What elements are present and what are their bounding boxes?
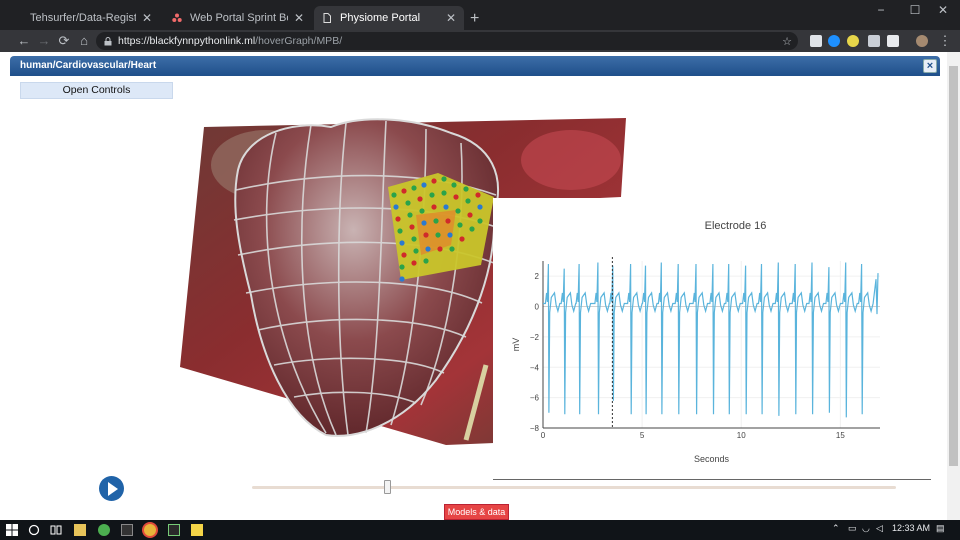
app-icon[interactable] <box>98 524 110 536</box>
electrode-chart-panel: Electrode 16 Seconds mV 0 5 10 15 2 0 −2 −4 −6 −8 <box>493 198 938 480</box>
chrome-icon[interactable] <box>144 524 156 536</box>
url-path: /hoverGraph/MPB/ <box>255 35 343 47</box>
open-controls-button[interactable]: Open Controls <box>20 82 173 99</box>
search-icon[interactable] <box>28 524 40 536</box>
notifications-icon[interactable]: ▤ <box>936 523 945 533</box>
close-icon[interactable]: ✕ <box>293 11 304 25</box>
dialog-title: human/Cardiovascular/Heart <box>20 60 157 71</box>
terminal-icon[interactable] <box>121 524 133 536</box>
y-tick-label: −4 <box>530 363 540 372</box>
extension-icon[interactable] <box>828 35 840 47</box>
chart-divider <box>493 479 931 480</box>
y-tick-label: 0 <box>535 303 540 312</box>
y-tick-label: 2 <box>535 272 540 281</box>
tab-sprint-board[interactable]: Web Portal Sprint Board - Create ✕ <box>164 6 312 30</box>
chevron-up-icon[interactable]: ⌃ <box>832 523 840 533</box>
bookmark-star-icon[interactable]: ☆ <box>782 35 792 48</box>
extension-icon[interactable] <box>810 35 822 47</box>
volume-icon[interactable]: ◁ <box>876 523 883 533</box>
avatar[interactable] <box>916 35 928 47</box>
tab-title: Physiome Portal <box>340 12 421 24</box>
tab-title: Web Portal Sprint Board - Create <box>190 12 288 24</box>
reload-button[interactable]: ⟳ <box>58 33 70 48</box>
signal-trace-line <box>543 262 879 418</box>
clock[interactable]: 12:33 AM <box>892 523 931 533</box>
tab-github[interactable]: Tehsurfer/Data-Registration-Port ✕ <box>22 6 160 30</box>
x-tick-label: 15 <box>836 431 845 440</box>
play-button[interactable] <box>99 476 124 501</box>
back-button[interactable]: ← <box>17 33 31 48</box>
tab-title: Tehsurfer/Data-Registration-Port <box>30 12 136 24</box>
chrome-extension-icon[interactable] <box>847 35 859 47</box>
close-icon[interactable]: ✕ <box>141 11 152 25</box>
tissue-highlight <box>521 130 621 190</box>
scrollbar-thumb[interactable] <box>949 66 958 466</box>
window-close-button[interactable]: ✕ <box>937 3 949 17</box>
menu-kebab-icon[interactable]: ⋮ <box>938 33 952 48</box>
x-tick-label: 0 <box>541 431 546 440</box>
home-button[interactable]: ⌂ <box>80 33 88 48</box>
close-icon[interactable]: ✕ <box>445 11 456 25</box>
address-bar[interactable]: https://blackfynnpythonlink.ml/hoverGrap… <box>96 32 798 50</box>
y-tick-label: −6 <box>530 394 540 403</box>
dialog-header: human/Cardiovascular/Heart × <box>10 56 940 76</box>
electrode-grid <box>391 176 483 282</box>
tab-physiome-portal[interactable]: Physiome Portal ✕ <box>314 6 464 30</box>
page-icon <box>323 13 331 23</box>
shield-extension-icon[interactable] <box>868 35 880 47</box>
suture-thread <box>463 364 489 441</box>
maximize-button[interactable]: ☐ <box>909 3 921 17</box>
x-tick-label: 5 <box>640 431 645 440</box>
y-tick-label: −8 <box>530 424 540 433</box>
sticky-notes-icon[interactable] <box>191 524 203 536</box>
browser-toolbar: ← → ⟳ ⌂ https://blackfynnpythonlink.ml/h… <box>0 30 960 52</box>
play-icon <box>108 482 118 496</box>
browser-tab-strip: Tehsurfer/Data-Registration-Port ✕ Web P… <box>0 0 960 30</box>
lock-icon <box>104 36 112 45</box>
dialog-close-button[interactable]: × <box>923 59 937 73</box>
forward-button[interactable]: → <box>37 33 51 48</box>
time-slider[interactable] <box>252 480 896 494</box>
x-tick-label: 10 <box>737 431 746 440</box>
asana-icon <box>172 13 182 22</box>
wifi-icon[interactable]: ◡ <box>862 523 870 533</box>
minimize-button[interactable]: − <box>877 3 885 17</box>
file-explorer-icon[interactable] <box>74 524 86 536</box>
y-axis-label: mV <box>511 338 521 352</box>
y-tick-label: −2 <box>530 333 540 342</box>
new-tab-button[interactable]: + <box>470 10 480 27</box>
windows-taskbar: ⌃ ▭ ◡ ◁ 12:33 AM ▤ <box>0 520 960 540</box>
network-icon[interactable]: ▭ <box>848 523 857 533</box>
chart-title: Electrode 16 <box>705 220 767 232</box>
app-icon[interactable] <box>168 524 180 536</box>
extension-icon[interactable] <box>887 35 899 47</box>
models-data-button[interactable]: Models & data <box>444 504 509 520</box>
time-slider-handle[interactable] <box>384 480 392 494</box>
page-scrollbar[interactable] <box>947 52 960 520</box>
windows-start-icon[interactable] <box>6 524 18 536</box>
task-view-icon[interactable] <box>50 524 62 536</box>
url-host: https://blackfynnpythonlink.ml <box>118 35 256 47</box>
x-axis-label: Seconds <box>694 454 730 464</box>
